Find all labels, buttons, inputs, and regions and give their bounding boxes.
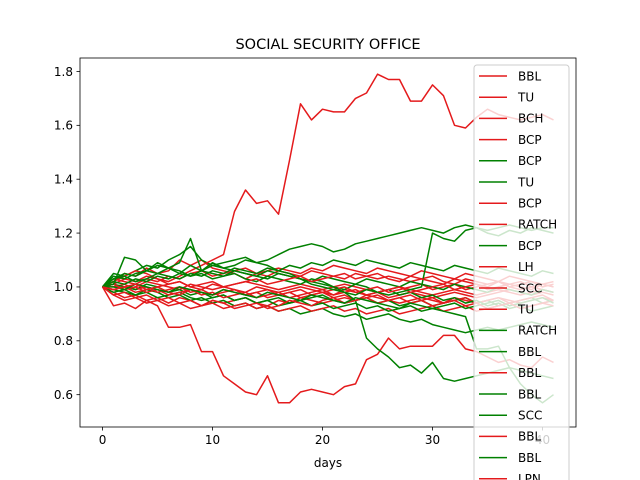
legend-entry-label: SCC bbox=[518, 409, 542, 423]
legend-entry-label: BCP bbox=[518, 197, 542, 211]
legend-entry-label: LPN bbox=[518, 472, 541, 480]
x-axis-label: days bbox=[314, 456, 342, 470]
legend-entry-label: TU bbox=[517, 91, 534, 105]
y-tick-label: 1.8 bbox=[54, 65, 73, 79]
y-tick-label: 1.2 bbox=[54, 226, 73, 240]
x-tick-label: 30 bbox=[425, 433, 440, 447]
x-tick-label: 20 bbox=[315, 433, 330, 447]
x-tick-label: 10 bbox=[205, 433, 220, 447]
chart-title: SOCIAL SECURITY OFFICE bbox=[235, 37, 420, 53]
legend-entry-label: BBL bbox=[518, 430, 541, 444]
y-tick-label: 1.4 bbox=[54, 173, 73, 187]
legend: BBL TU BCH BCP BCP TU BCP RATCH BCP LH SCC TU RATCH B… bbox=[473, 64, 570, 480]
axes-frame bbox=[79, 57, 577, 428]
legend-entry-label: TU bbox=[517, 175, 534, 189]
legend-box bbox=[473, 64, 570, 480]
legend-entry-label: RATCH bbox=[518, 218, 557, 232]
legend-entry-label: BCP bbox=[518, 239, 542, 253]
legend-entry-label: BBL bbox=[518, 345, 541, 359]
legend-entry-label: BCP bbox=[518, 133, 542, 147]
legend-entry-label: BBL bbox=[518, 451, 541, 465]
x-tick-label: 0 bbox=[99, 433, 107, 447]
y-tick-label: 1.0 bbox=[54, 280, 73, 294]
y-tick-label: 0.8 bbox=[54, 334, 73, 348]
legend-entry-label: RATCH bbox=[518, 324, 557, 338]
legend-entry-label: TU bbox=[517, 303, 534, 317]
legend-entry-label: SCC bbox=[518, 281, 542, 295]
y-tick-label: 1.6 bbox=[54, 119, 73, 133]
legend-entry-label: BBL bbox=[518, 366, 541, 380]
legend-entry-label: BCP bbox=[518, 154, 542, 168]
legend-entry-label: BBL bbox=[518, 69, 541, 83]
y-tick-label: 0.6 bbox=[54, 388, 73, 402]
legend-entry-label: LH bbox=[518, 260, 534, 274]
legend-entry-label: BBL bbox=[518, 387, 541, 401]
legend-entry-label: BCH bbox=[518, 112, 543, 126]
